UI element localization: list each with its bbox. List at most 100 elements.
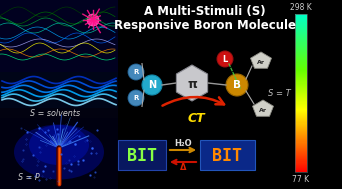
Bar xyxy=(295,66,307,67)
Bar xyxy=(295,169,307,170)
Bar xyxy=(295,141,307,143)
Bar xyxy=(295,58,307,59)
Bar xyxy=(295,163,307,165)
Bar xyxy=(295,159,307,160)
Bar xyxy=(295,35,307,36)
Bar xyxy=(295,73,307,74)
Bar xyxy=(295,45,307,46)
Bar xyxy=(295,67,307,68)
Bar xyxy=(295,137,307,138)
Bar xyxy=(295,133,307,134)
Text: R: R xyxy=(133,69,139,75)
Bar xyxy=(295,138,307,139)
Bar xyxy=(295,116,307,117)
Bar xyxy=(295,134,307,135)
Bar xyxy=(295,144,307,145)
Circle shape xyxy=(142,75,162,95)
Bar xyxy=(295,168,307,169)
FancyArrowPatch shape xyxy=(162,97,224,106)
Circle shape xyxy=(128,90,144,106)
Bar xyxy=(295,132,307,133)
Bar xyxy=(295,57,307,58)
Bar xyxy=(295,96,307,97)
Bar xyxy=(295,50,307,51)
Bar xyxy=(295,64,307,65)
Bar xyxy=(295,80,307,81)
Bar xyxy=(295,122,307,124)
Bar xyxy=(295,128,307,129)
Bar xyxy=(295,91,307,92)
Bar xyxy=(295,156,307,157)
Bar xyxy=(0,0,118,189)
Bar xyxy=(295,54,307,55)
Bar xyxy=(295,165,307,166)
Bar xyxy=(295,41,307,43)
Bar xyxy=(295,74,307,75)
Bar xyxy=(295,136,307,137)
Bar xyxy=(295,56,307,57)
Bar xyxy=(295,14,307,15)
Bar xyxy=(295,86,307,87)
Bar xyxy=(295,127,307,128)
Bar xyxy=(295,100,307,101)
Bar xyxy=(295,68,307,69)
Bar xyxy=(295,109,307,110)
Bar xyxy=(295,15,307,16)
Text: BIT: BIT xyxy=(212,147,242,165)
Bar xyxy=(295,114,307,115)
Bar xyxy=(0,118,118,189)
Bar xyxy=(295,150,307,151)
Bar xyxy=(295,51,307,52)
Circle shape xyxy=(226,74,248,96)
Ellipse shape xyxy=(29,125,89,165)
Bar xyxy=(295,31,307,32)
Bar xyxy=(295,95,307,96)
Bar xyxy=(295,93,307,94)
Bar xyxy=(295,124,307,125)
Bar xyxy=(295,14,307,172)
Bar xyxy=(295,99,307,100)
Bar xyxy=(295,18,307,19)
Bar xyxy=(295,146,307,147)
Bar xyxy=(0,72,118,108)
Bar xyxy=(295,26,307,27)
Text: Δ: Δ xyxy=(180,163,186,173)
Bar xyxy=(295,125,307,126)
Bar xyxy=(295,40,307,41)
Bar xyxy=(295,139,307,140)
Text: BIT: BIT xyxy=(127,147,157,165)
Bar xyxy=(295,154,307,155)
Bar xyxy=(295,117,307,118)
Bar xyxy=(295,130,307,131)
Bar xyxy=(295,53,307,54)
Bar xyxy=(295,76,307,77)
Bar xyxy=(295,107,307,108)
Bar xyxy=(295,110,307,111)
Bar xyxy=(295,167,307,168)
Bar xyxy=(295,77,307,78)
Bar xyxy=(295,119,307,120)
Bar xyxy=(295,108,307,109)
Bar xyxy=(295,101,307,102)
Text: Ar: Ar xyxy=(257,60,265,64)
Text: π: π xyxy=(187,77,197,91)
Text: B: B xyxy=(233,80,241,90)
Bar xyxy=(295,155,307,156)
Text: CT: CT xyxy=(188,112,205,125)
Bar xyxy=(295,87,307,88)
Bar xyxy=(295,65,307,66)
Bar xyxy=(295,143,307,144)
Bar xyxy=(295,21,307,22)
Text: S = T: S = T xyxy=(268,88,291,98)
Text: L: L xyxy=(222,54,228,64)
Bar xyxy=(295,16,307,17)
Bar xyxy=(295,37,307,38)
Bar xyxy=(295,28,307,29)
Bar xyxy=(295,84,307,86)
Polygon shape xyxy=(176,65,208,101)
Bar xyxy=(295,90,307,91)
Bar xyxy=(295,78,307,79)
Polygon shape xyxy=(252,100,274,116)
Bar xyxy=(295,129,307,130)
Circle shape xyxy=(128,64,144,80)
